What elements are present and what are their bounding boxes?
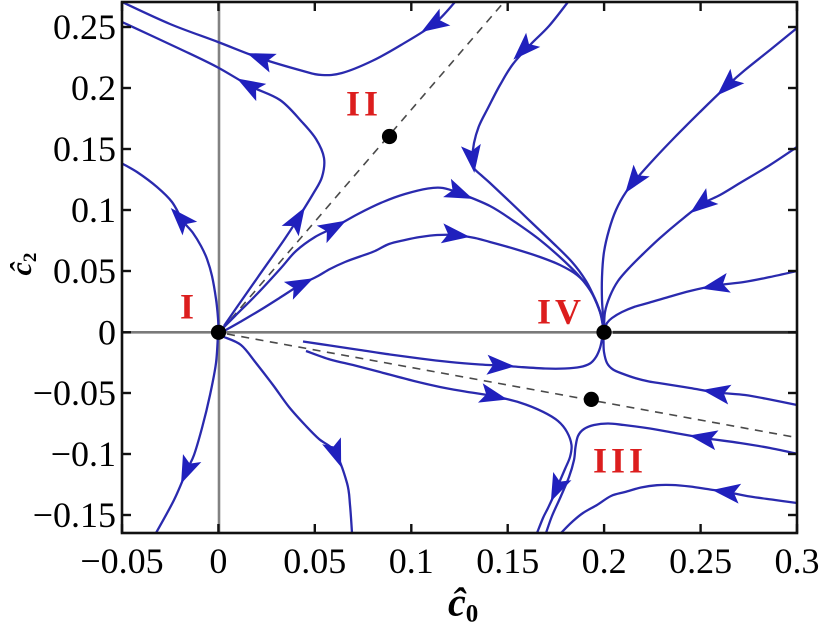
svg-text:0.1: 0.1 <box>71 190 116 230</box>
svg-text:0.3: 0.3 <box>775 541 819 581</box>
svg-text:0: 0 <box>209 541 227 581</box>
svg-text:0: 0 <box>98 312 116 352</box>
svg-text:IV: IV <box>537 291 585 331</box>
svg-text:0.05: 0.05 <box>283 541 346 581</box>
svg-text:−0.05: −0.05 <box>33 373 116 413</box>
svg-text:−0.15: −0.15 <box>33 495 116 535</box>
svg-text:0.05: 0.05 <box>53 251 116 291</box>
svg-text:0.25: 0.25 <box>669 541 732 581</box>
svg-text:0.2: 0.2 <box>71 68 116 108</box>
svg-text:0.25: 0.25 <box>53 7 116 47</box>
svg-text:0.2: 0.2 <box>582 541 627 581</box>
svg-text:0.1: 0.1 <box>389 541 434 581</box>
svg-text:−0.05: −0.05 <box>80 541 163 581</box>
svg-text:−0.1: −0.1 <box>51 434 116 474</box>
svg-text:III: III <box>593 440 647 480</box>
svg-text:0.15: 0.15 <box>476 541 539 581</box>
svg-text:0.15: 0.15 <box>53 129 116 169</box>
svg-text:II: II <box>346 83 382 123</box>
svg-text:I: I <box>180 286 198 326</box>
